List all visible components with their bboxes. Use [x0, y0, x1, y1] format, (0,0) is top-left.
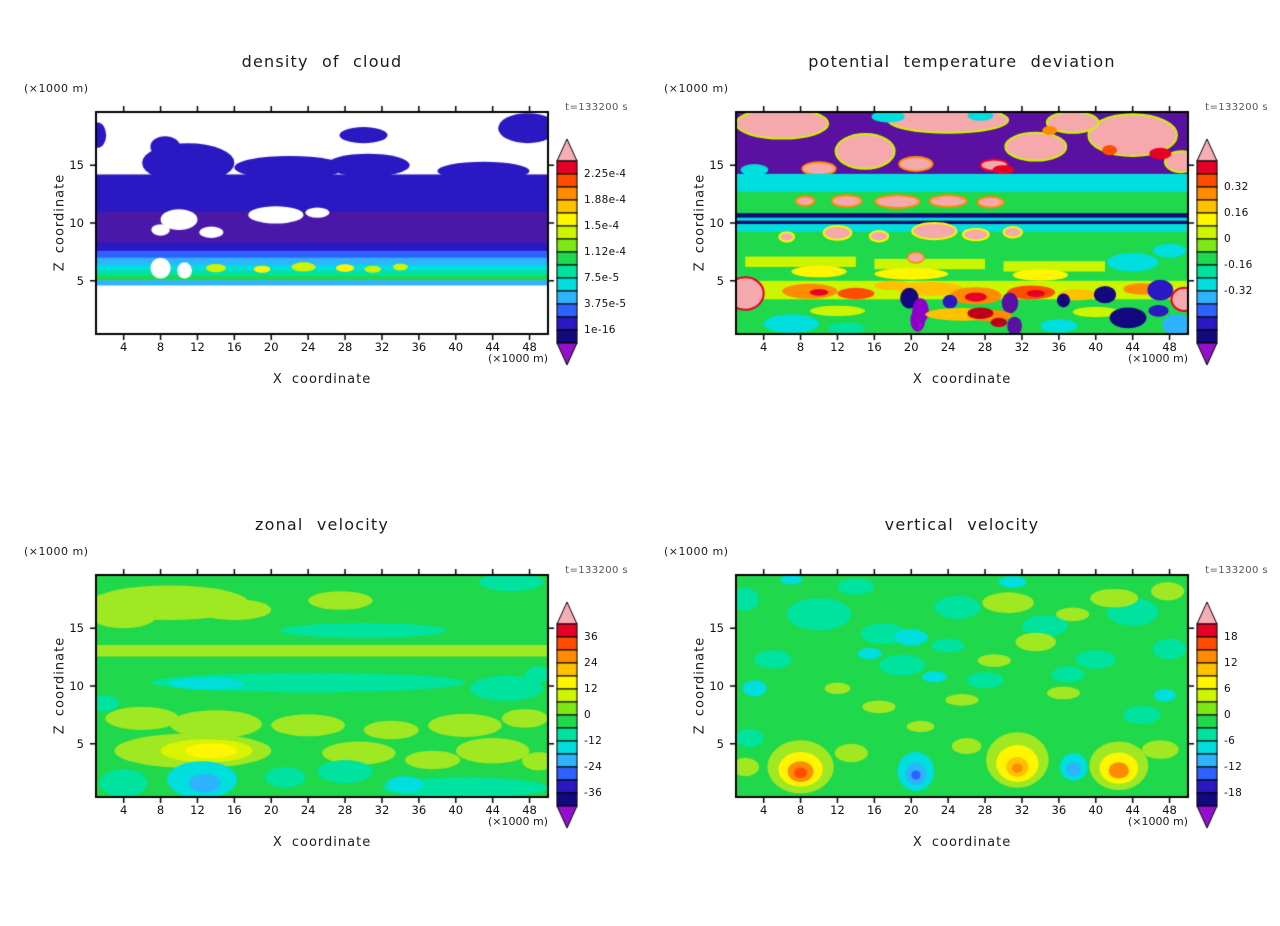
colorbar — [1196, 601, 1218, 829]
z-axis-unit-label: (×1000 m) — [24, 82, 89, 95]
x-axis-title: X coordinate — [272, 372, 372, 387]
contour-plot-canvas — [86, 565, 558, 807]
colorbar — [556, 138, 578, 366]
time-label: t=133200 s — [1205, 102, 1268, 113]
z-axis-title: Z coordinate — [692, 636, 708, 735]
x-axis-unit-label: (×1000 m) — [1127, 352, 1188, 365]
z-axis-unit-label: (×1000 m) — [664, 82, 729, 95]
z-axis-title: Z coordinate — [692, 173, 708, 272]
z-axis-unit-label: (×1000 m) — [664, 545, 729, 558]
panel-title: potential temperature deviation — [808, 52, 1116, 71]
panel-zonal-velocity: zonal velocity (×1000 m) t=133200 s Z co… — [0, 463, 640, 926]
contour-plot-canvas — [86, 102, 558, 344]
time-label: t=133200 s — [1205, 565, 1268, 576]
z-axis-title: Z coordinate — [52, 636, 68, 735]
x-axis-unit-label: (×1000 m) — [487, 815, 548, 828]
z-axis-unit-label: (×1000 m) — [24, 545, 89, 558]
contour-plot-canvas — [726, 102, 1198, 344]
panel-density-of-cloud: density of cloud (×1000 m) t=133200 s Z … — [0, 0, 640, 463]
time-label: t=133200 s — [565, 565, 628, 576]
x-axis-title: X coordinate — [912, 835, 1012, 850]
panel-title: density of cloud — [241, 52, 403, 71]
x-axis-title: X coordinate — [912, 372, 1012, 387]
panel-vertical-velocity: vertical velocity (×1000 m) t=133200 s Z… — [640, 463, 1280, 926]
x-axis-unit-label: (×1000 m) — [487, 352, 548, 365]
time-label: t=133200 s — [565, 102, 628, 113]
contour-plot-canvas — [726, 565, 1198, 807]
z-axis-title: Z coordinate — [52, 173, 68, 272]
x-axis-unit-label: (×1000 m) — [1127, 815, 1188, 828]
x-axis-title: X coordinate — [272, 835, 372, 850]
colorbar — [556, 601, 578, 829]
panel-title: vertical velocity — [884, 515, 1040, 534]
panel-potential-temperature-deviation: potential temperature deviation (×1000 m… — [640, 0, 1280, 463]
colorbar — [1196, 138, 1218, 366]
panel-title: zonal velocity — [255, 515, 389, 534]
